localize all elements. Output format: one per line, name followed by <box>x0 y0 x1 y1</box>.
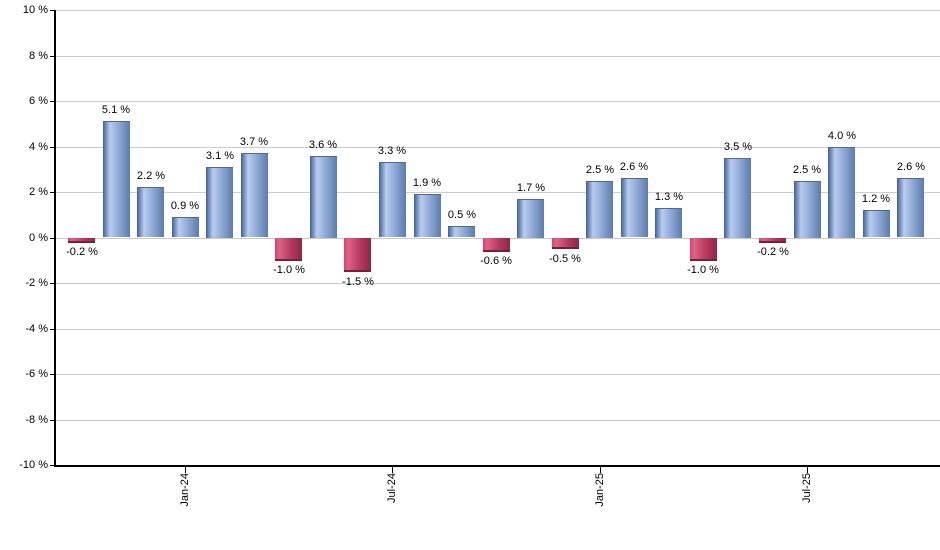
x-axis-tick-label: Jan-25 <box>594 473 606 507</box>
bar-value-label: 2.6 % <box>619 161 649 173</box>
gridline <box>55 101 940 102</box>
bar-value-label: 3.5 % <box>723 141 753 153</box>
bar-positive <box>828 147 855 238</box>
bar-positive <box>517 199 544 238</box>
y-axis-tick-label: -8 % <box>25 414 48 426</box>
bar-value-label: 2.5 % <box>585 164 615 176</box>
y-axis-tick <box>50 56 55 57</box>
y-axis-tick <box>50 101 55 102</box>
bar-positive <box>794 181 821 238</box>
y-axis-tick <box>50 465 55 466</box>
bar-value-label: 2.2 % <box>136 170 166 182</box>
y-axis-tick <box>50 283 55 284</box>
bar-value-label: 1.7 % <box>516 182 546 194</box>
bar-value-label: 0.5 % <box>447 209 477 221</box>
bar-negative <box>690 238 717 261</box>
bar-value-label: 1.9 % <box>412 177 442 189</box>
bar-value-label: 5.1 % <box>101 104 131 116</box>
y-axis-tick-label: -4 % <box>25 323 48 335</box>
bar-value-label: 3.1 % <box>205 150 235 162</box>
bar-value-label: -1.0 % <box>687 264 719 276</box>
gridline <box>55 420 940 421</box>
bar-value-label: -1.5 % <box>342 276 374 288</box>
bar-negative <box>68 238 95 243</box>
y-axis-tick <box>50 10 55 11</box>
y-axis-tick-label: 4 % <box>29 141 48 153</box>
bar-value-label: 3.3 % <box>377 145 407 157</box>
bar-positive <box>172 217 199 237</box>
y-axis-tick <box>50 238 55 239</box>
bar-value-label: 0.9 % <box>170 200 200 212</box>
bar-negative <box>759 238 786 243</box>
x-axis-line <box>55 465 940 467</box>
x-axis-tick <box>600 467 601 473</box>
y-axis-tick <box>50 420 55 421</box>
gridline <box>55 56 940 57</box>
gridline <box>55 10 940 11</box>
bar-positive <box>310 156 337 238</box>
y-axis-tick-label: 2 % <box>29 186 48 198</box>
y-axis-line <box>54 10 56 467</box>
y-axis-tick <box>50 374 55 375</box>
bar-value-label: 2.5 % <box>792 164 822 176</box>
gridline <box>55 192 940 193</box>
bar-negative <box>344 238 371 272</box>
bar-positive <box>586 181 613 238</box>
bar-value-label: 4.0 % <box>827 130 857 142</box>
bar-value-label: -0.2 % <box>757 246 789 258</box>
bar-value-label: -0.5 % <box>549 253 581 265</box>
bar-positive <box>414 194 441 237</box>
gridline <box>55 147 940 148</box>
bar-positive <box>863 210 890 237</box>
y-axis-tick-label: 0 % <box>29 232 48 244</box>
y-axis-tick-label: 8 % <box>29 50 48 62</box>
bar-negative <box>552 238 579 249</box>
bar-positive <box>621 178 648 237</box>
bar-positive <box>448 226 475 237</box>
bar-value-label: 3.7 % <box>239 136 269 148</box>
bar-positive <box>103 121 130 237</box>
bar-value-label: 1.2 % <box>861 193 891 205</box>
bar-value-label: 3.6 % <box>308 139 338 151</box>
bar-positive <box>206 167 233 238</box>
x-axis-tick-label: Jul-25 <box>801 473 813 503</box>
bar-positive <box>655 208 682 238</box>
bar-positive <box>897 178 924 237</box>
bar-value-label: -1.0 % <box>273 264 305 276</box>
y-axis-tick <box>50 147 55 148</box>
bar-value-label: 1.3 % <box>654 191 684 203</box>
x-axis-tick <box>185 467 186 473</box>
x-axis-tick <box>392 467 393 473</box>
bar-positive <box>724 158 751 238</box>
bar-positive <box>379 162 406 237</box>
y-axis-tick <box>50 192 55 193</box>
bar-value-label: -0.6 % <box>480 255 512 267</box>
y-axis-tick-label: -10 % <box>19 459 48 471</box>
y-axis-tick-label: -6 % <box>25 368 48 380</box>
bar-value-label: -0.2 % <box>66 246 98 258</box>
gridline <box>55 374 940 375</box>
y-axis-tick-label: 10 % <box>22 4 48 16</box>
bar-negative <box>483 238 510 252</box>
x-axis-tick <box>807 467 808 473</box>
bar-positive <box>137 187 164 237</box>
x-axis-tick-label: Jan-24 <box>179 473 191 507</box>
bar-value-label: 2.6 % <box>896 161 926 173</box>
y-axis-tick-label: 6 % <box>29 95 48 107</box>
gridline <box>55 283 940 284</box>
gridline <box>55 329 940 330</box>
x-axis-tick-label: Jul-24 <box>386 473 398 503</box>
bar-positive <box>241 153 268 237</box>
bar-negative <box>275 238 302 261</box>
y-axis-tick <box>50 329 55 330</box>
y-axis-tick-label: -2 % <box>25 277 48 289</box>
